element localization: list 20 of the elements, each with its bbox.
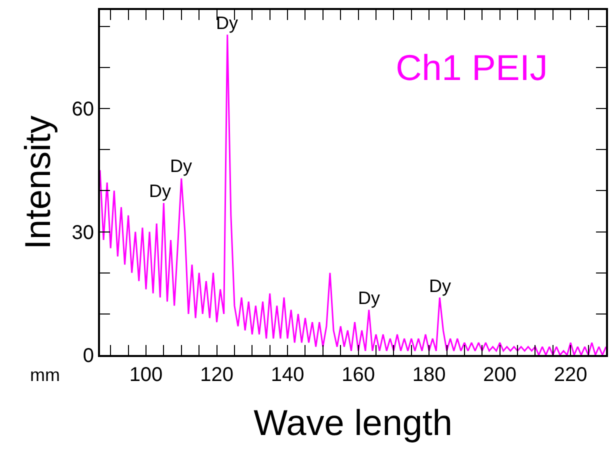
- y-tick-label: 60: [72, 98, 94, 121]
- x-tick-label: 140: [270, 364, 304, 386]
- y-tick-label: 30: [72, 222, 94, 244]
- y-axis-title: Intensity: [17, 115, 58, 250]
- annotation: Dy: [216, 13, 238, 33]
- annotation: Dy: [358, 288, 380, 308]
- line-series: [100, 34, 606, 355]
- x-tick-label: 200: [483, 364, 517, 386]
- text: mm: [30, 365, 60, 385]
- y-tick-label: 0: [82, 345, 94, 367]
- text: Ch1 PEIJ: [396, 47, 548, 88]
- x-tick-label: 100: [129, 364, 163, 386]
- x-tick-label: 160: [342, 364, 375, 386]
- x-axis-title: Wave length: [254, 402, 452, 444]
- annotation: Dy: [170, 156, 192, 176]
- x-tick-label: 220: [554, 364, 588, 386]
- x-tick-label: 120: [200, 364, 234, 386]
- x-tick-label: 180: [412, 364, 446, 386]
- annotation: Dy: [429, 276, 451, 296]
- annotation: Dy: [149, 181, 171, 201]
